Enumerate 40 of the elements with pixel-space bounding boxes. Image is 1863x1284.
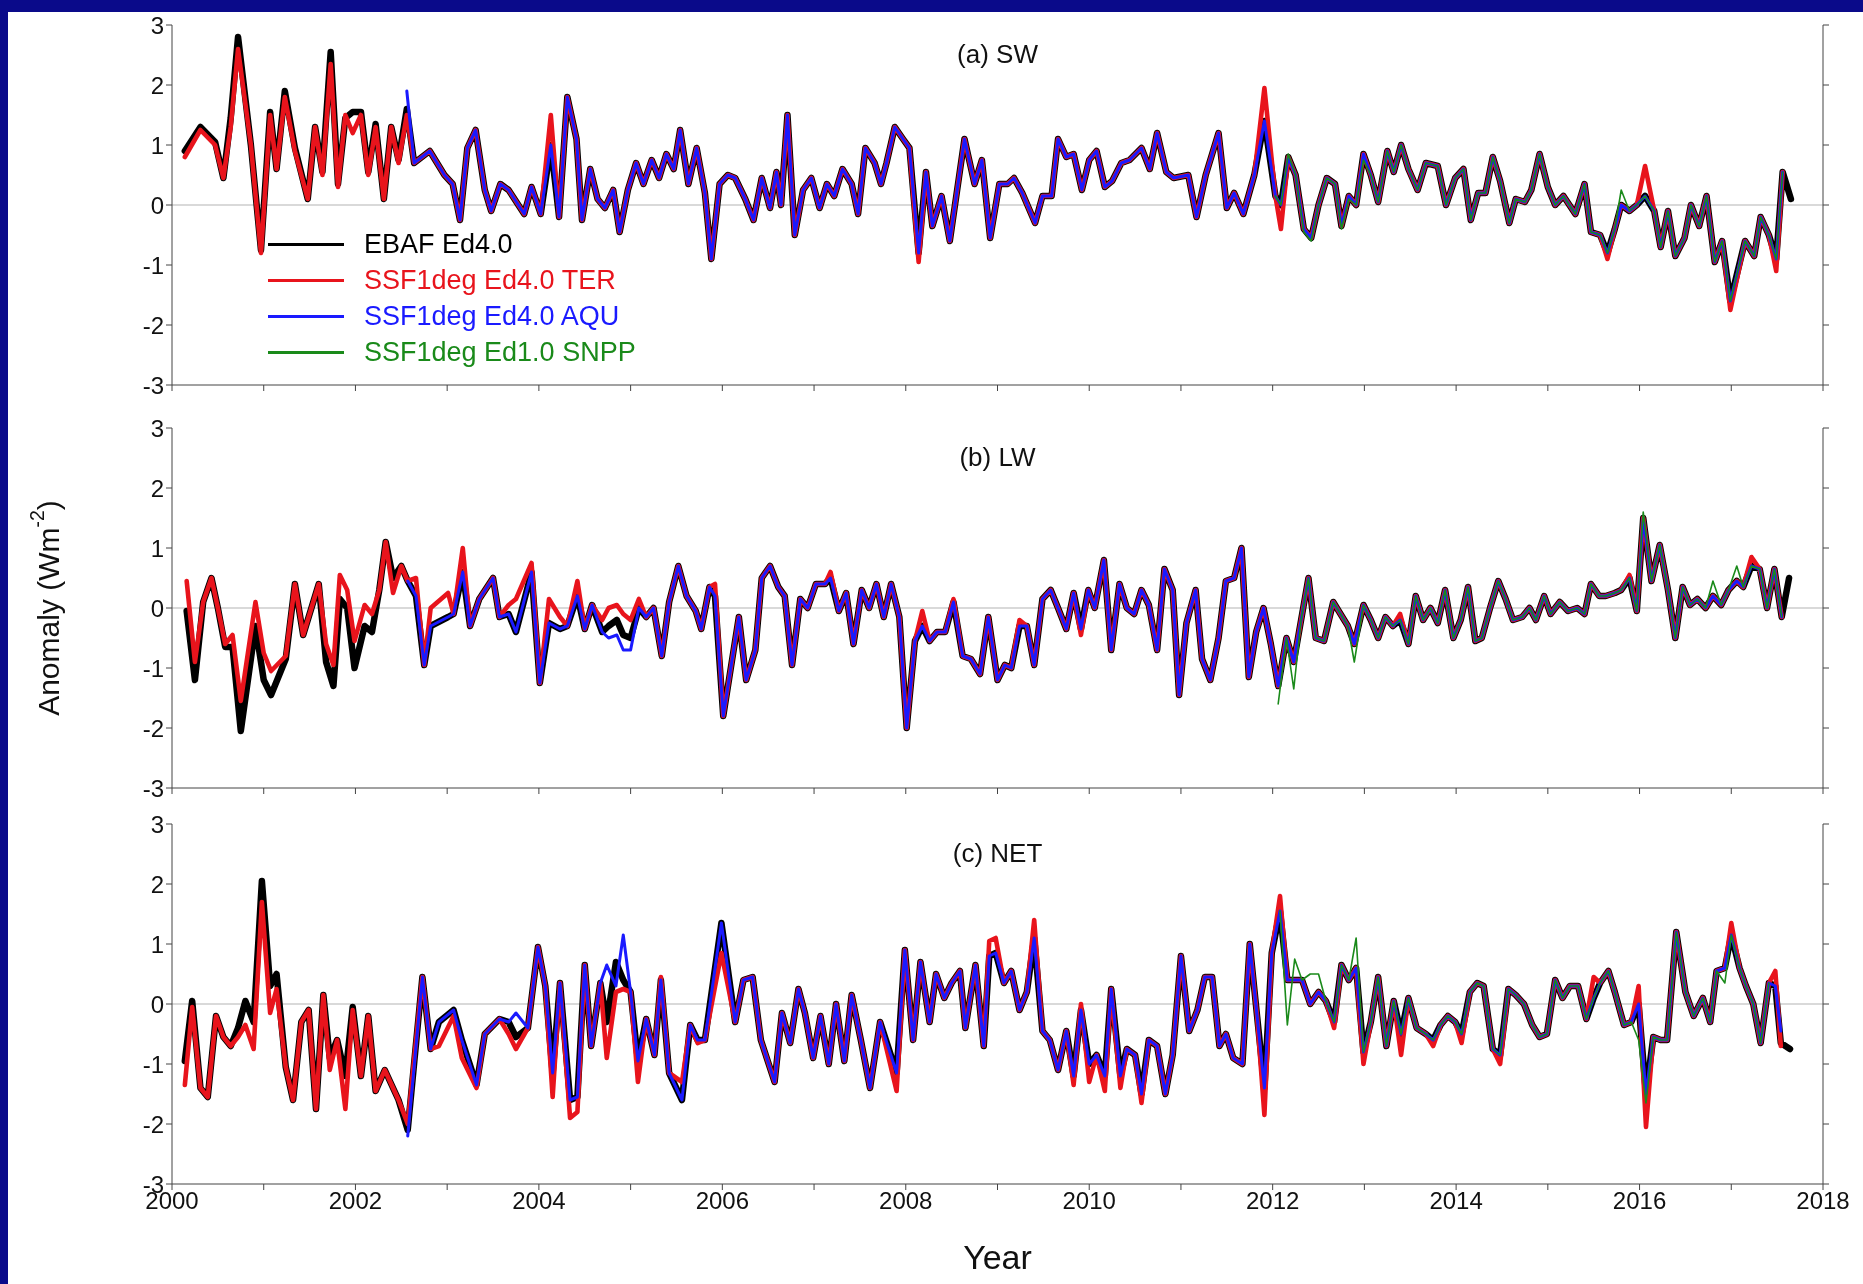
y-tick-label: 2: [150, 870, 164, 898]
legend-label: EBAF Ed4.0: [364, 228, 513, 260]
y-tick-label: 1: [150, 930, 164, 958]
text: (a) SW: [956, 39, 1039, 70]
line-series: [1279, 910, 1770, 1104]
y-tick-label: 1: [150, 131, 164, 159]
y-tick-label: -1: [142, 654, 164, 682]
y-tick-label: 2: [150, 71, 164, 99]
y-tick-label: -3: [142, 371, 164, 399]
x-tick-label: 2010: [1062, 1187, 1116, 1215]
y-tick-label: 3: [150, 11, 164, 39]
x-tick-label: 2014: [1429, 1187, 1483, 1215]
legend-label: SSF1deg Ed4.0 TER: [364, 264, 616, 296]
legend-label: SSF1deg Ed1.0 SNPP: [364, 336, 636, 368]
x-tick-label: 2004: [512, 1187, 566, 1215]
x-axis-title: Year: [963, 1238, 1032, 1276]
y-tick-label: -2: [142, 311, 164, 339]
x-tick-label: 2012: [1245, 1187, 1300, 1215]
x-tick-label: 2006: [695, 1187, 750, 1215]
y-tick-label: -1: [142, 251, 164, 279]
y-tick-label: -2: [142, 714, 164, 742]
y-tick-label: -1: [142, 1050, 164, 1078]
y-tick-label: 0: [150, 594, 164, 622]
line-series: [1274, 144, 1784, 302]
y-tick-label: 3: [150, 810, 164, 838]
x-tick-label: 2016: [1612, 1187, 1667, 1215]
x-tick-label: 2008: [879, 1187, 933, 1215]
y-tick-label: 3: [150, 414, 164, 442]
legend-label: SSF1deg Ed4.0 AQU: [364, 300, 620, 332]
y-tick-label: -2: [142, 1110, 164, 1138]
line-series: [1277, 511, 1783, 705]
y-tick-label: -3: [142, 774, 164, 802]
y-tick-label: 2: [150, 474, 164, 502]
x-tick-label: 2018: [1796, 1187, 1850, 1215]
text: (c) NET: [951, 838, 1044, 869]
y-tick-label: 0: [150, 990, 164, 1018]
y-tick-label: 0: [150, 191, 164, 219]
x-tick-label: 2002: [328, 1187, 383, 1215]
y-tick-label: 1: [150, 534, 164, 562]
text: (b) LW: [958, 442, 1037, 473]
